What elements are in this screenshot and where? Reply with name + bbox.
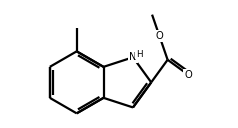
Text: O: O [184,70,192,80]
Text: O: O [155,31,163,41]
Text: H: H [136,50,143,59]
Text: N: N [129,52,137,62]
